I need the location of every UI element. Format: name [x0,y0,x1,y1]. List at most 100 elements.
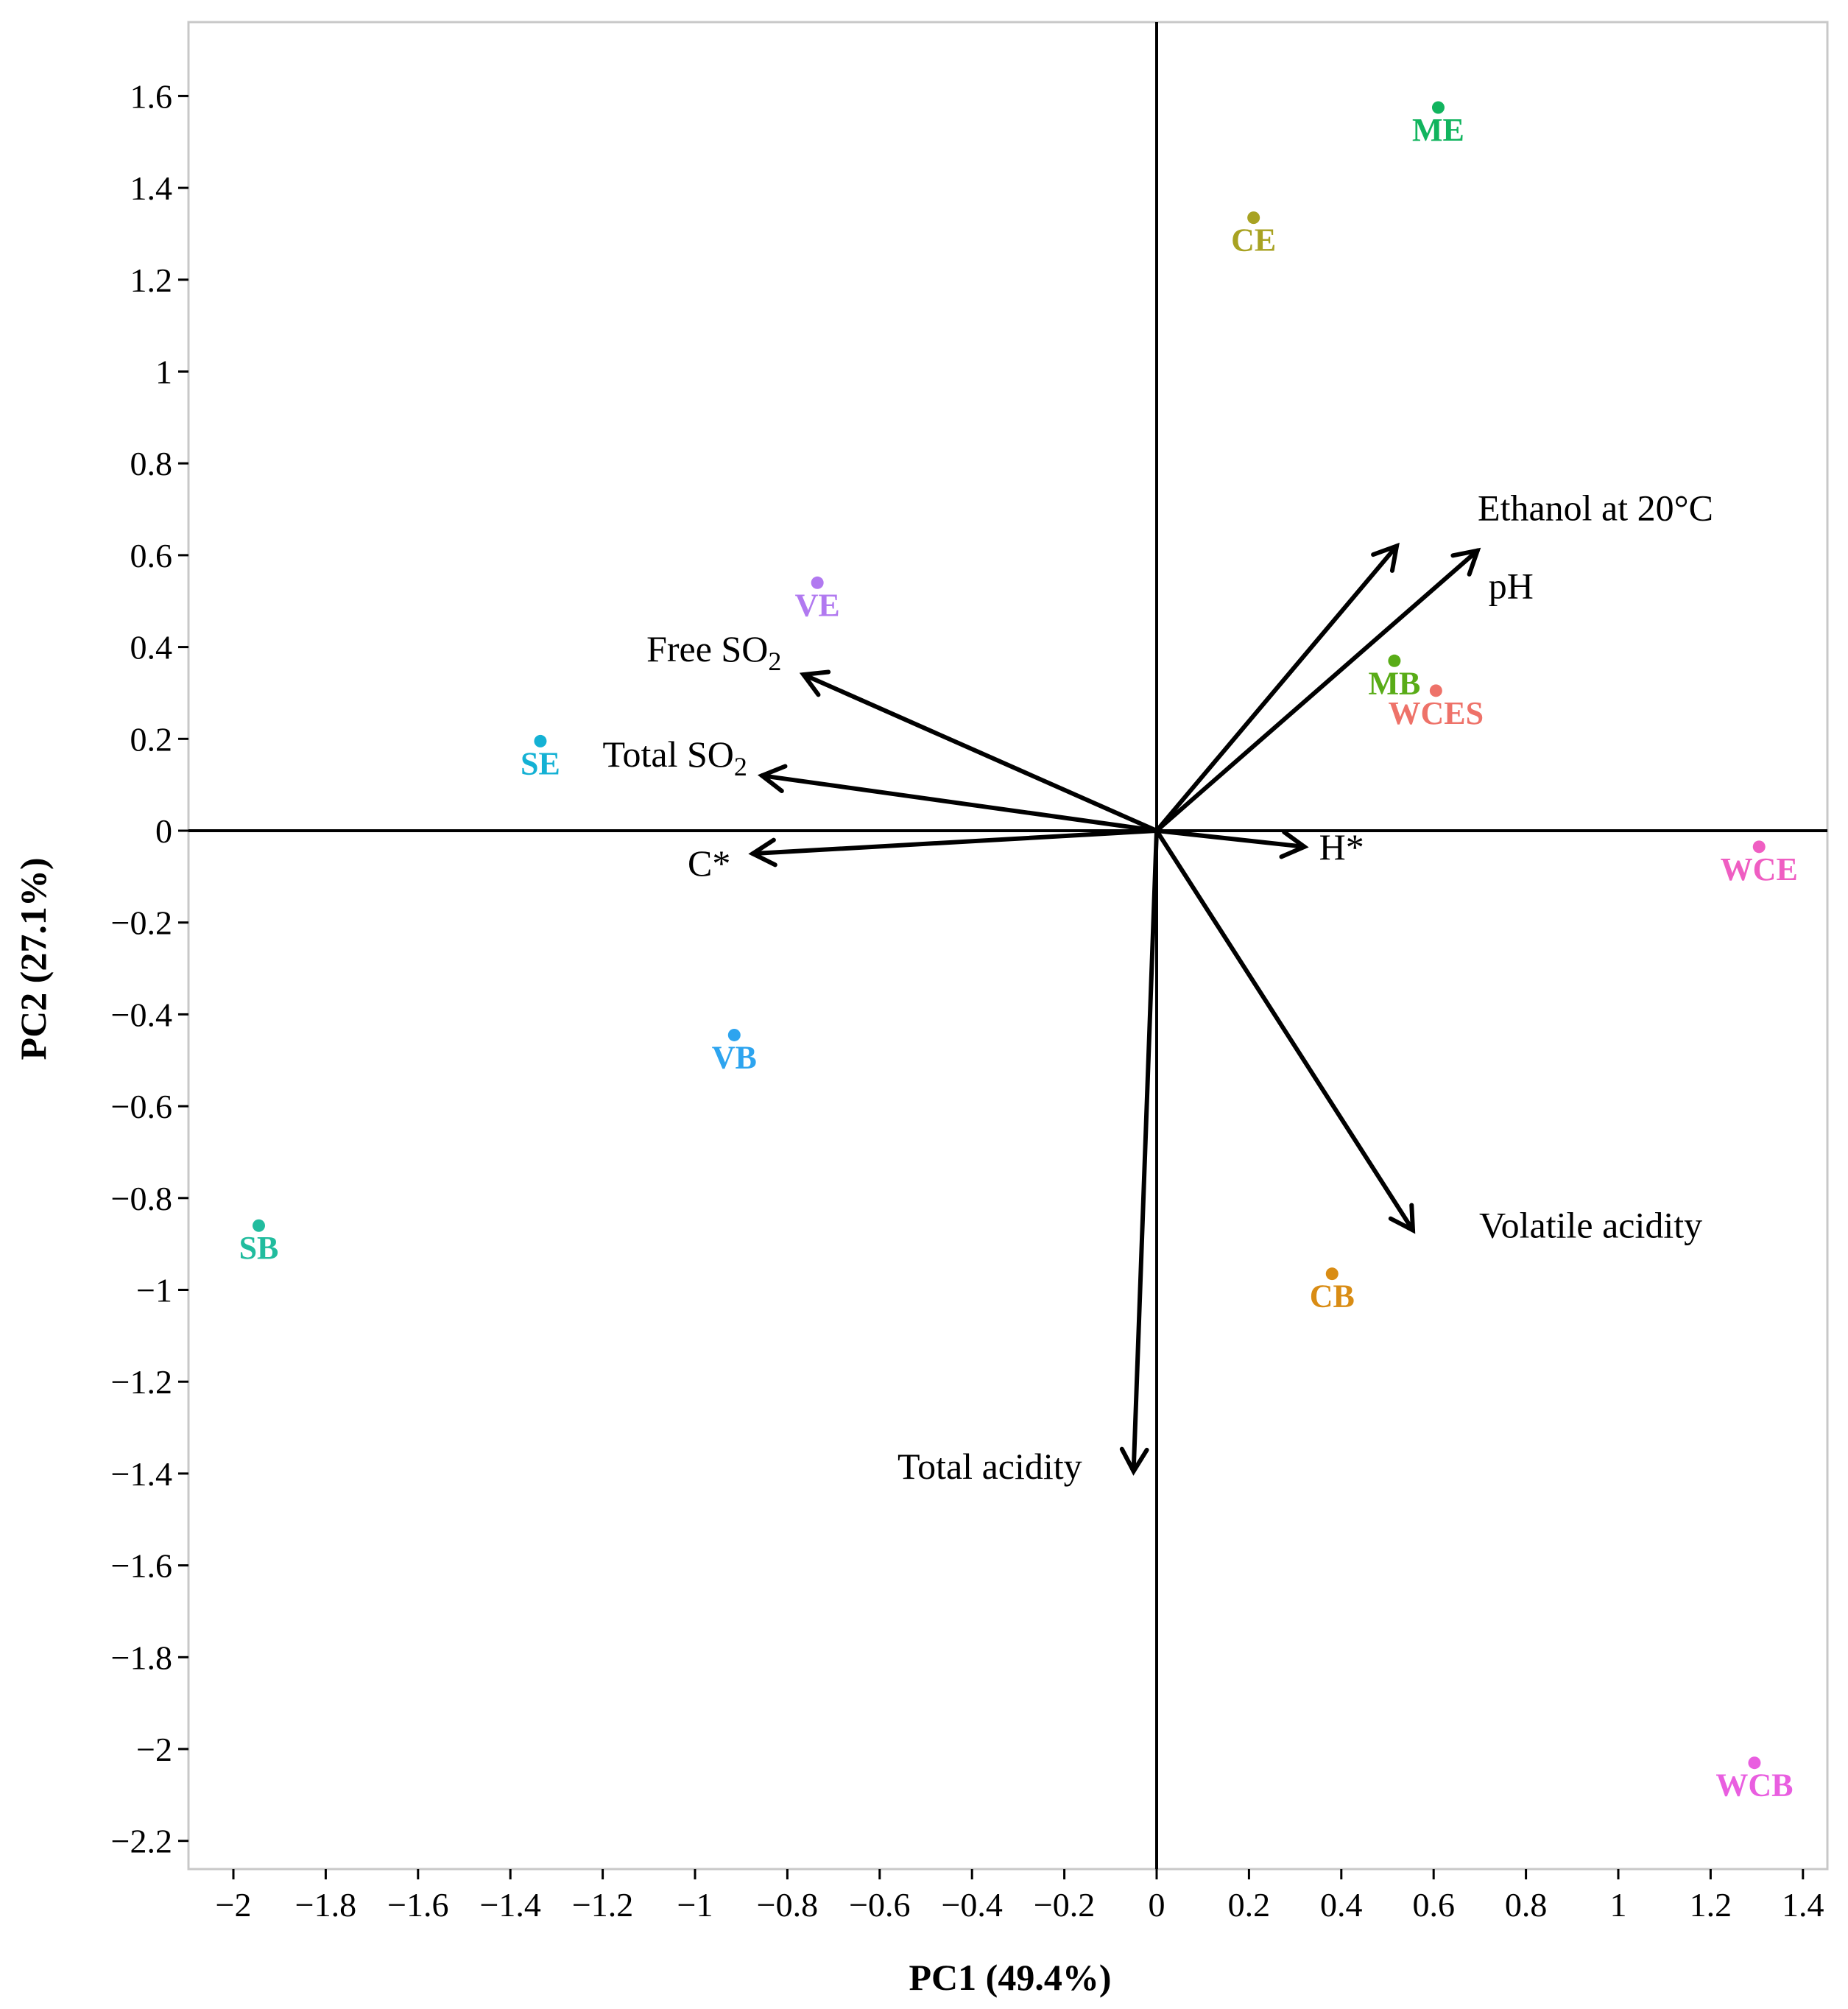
loading-vector: H* [1154,826,1364,868]
sample-point-label: MB [1368,665,1420,701]
loading-arrow-shaft [759,773,1159,833]
y-tick-label: 0.2 [130,720,173,758]
sample-point-marker [811,576,824,589]
x-tick-label: 1.2 [1690,1886,1732,1924]
sample-point: VE [795,576,840,623]
loading-arrow-shaft [750,828,1159,856]
loading-label: C* [688,842,730,884]
y-tick-label: 1.4 [130,169,173,207]
loading-label: H* [1319,826,1364,868]
loading-vector: Total acidity [897,828,1159,1487]
x-tick-label: −0.6 [849,1886,910,1924]
x-tick-label: 0.6 [1412,1886,1455,1924]
loading-vector: pH [1154,547,1534,833]
plot-frame [187,21,1829,1871]
sample-point-marker [1752,840,1766,854]
loading-arrow-head [1279,829,1309,859]
y-tick-label: 0.8 [130,445,173,482]
y-tick-label: 0 [155,812,172,850]
y-tick-label: 0.6 [130,537,173,574]
y-tick-label: 1.2 [130,261,173,299]
loading-vector: Ethanol at 20°C [1154,487,1713,833]
sample-point-label: WCES [1389,695,1484,731]
loading-arrow-head [1119,1446,1149,1476]
loading-arrow-head [748,837,777,868]
loading-label: Total acidity [897,1446,1082,1487]
y-tick-label: 0.4 [130,629,173,666]
x-tick-label: −1 [677,1886,713,1924]
loading-vector: Total SO2 [602,733,1159,833]
x-tick-label: −1.4 [479,1886,540,1924]
loading-arrow-shaft [1154,543,1400,833]
sample-point-label: ME [1412,112,1464,148]
y-tick-label: −0.4 [111,996,172,1033]
sample-point-label: SE [521,745,560,781]
loading-arrow-head [1388,1203,1416,1234]
x-tick-label: −2 [216,1886,252,1924]
sample-point-marker [1388,654,1401,667]
x-tick-label: 1 [1610,1886,1627,1924]
loading-arrow-head [1450,547,1481,577]
y-tick-label: −2.2 [111,1823,172,1860]
sample-point-label: SB [239,1230,279,1266]
loading-vector: Free SO2 [646,628,1159,833]
x-tick-label: 0 [1149,1886,1165,1924]
x-tick-label: −0.2 [1034,1886,1095,1924]
sample-point-label: WCB [1715,1767,1793,1804]
sample-point: WCES [1389,684,1484,731]
sample-point-marker [1325,1267,1339,1281]
y-axis-title: PC2 (27.1%) [13,858,54,1060]
sample-point-marker [1247,211,1260,225]
loading-label: Volatile acidity [1479,1204,1702,1245]
x-tick-label: 0.2 [1228,1886,1271,1924]
sample-point: SB [239,1219,279,1266]
sample-point: ME [1412,101,1464,148]
y-tick-label: −1 [136,1272,172,1309]
loading-arrow-shaft [1154,828,1307,849]
sample-point-label: VB [712,1039,757,1075]
x-tick-label: −0.8 [757,1886,818,1924]
sample-point: CB [1310,1267,1355,1315]
y-tick-label: 1.6 [130,77,173,115]
sample-point: VB [712,1028,757,1075]
loading-label: Free SO2 [646,628,781,676]
loading-arrow-shaft [1154,828,1415,1233]
sample-point-marker [1429,684,1442,697]
sample-point-marker [252,1219,265,1232]
sample-point: WCE [1721,840,1798,887]
sample-point-marker [1748,1756,1761,1770]
loading-arrow-shaft [1154,548,1480,833]
x-tick-label: 0.8 [1505,1886,1548,1924]
loading-label-subscript: 2 [768,647,781,676]
x-tick-label: −1.6 [387,1886,448,1924]
x-tick-label: 1.4 [1782,1886,1824,1924]
sample-point: MB [1368,654,1420,701]
y-tick-label: −1.6 [111,1547,172,1585]
sample-point-label: VE [795,587,840,623]
y-tick-label: −1.4 [111,1455,172,1493]
y-tick-label: −2 [136,1731,172,1768]
sample-point: SE [521,734,560,781]
x-tick-label: −1.2 [572,1886,633,1924]
x-tick-label: 0.4 [1320,1886,1363,1924]
x-axis-title: PC1 (49.4%) [909,1957,1112,1998]
y-tick-label: −1.8 [111,1639,172,1676]
loading-arrow-head [757,764,788,793]
y-tick-label: −1.2 [111,1363,172,1401]
loading-label: pH [1489,566,1534,607]
loading-vector: Volatile acidity [1154,828,1702,1245]
loading-label-subscript: 2 [734,752,747,781]
loading-arrow-head [799,669,831,697]
y-tick-label: −0.6 [111,1088,172,1125]
loading-arrow-head [1371,542,1400,573]
loading-arrow-shaft [1131,828,1159,1474]
sample-point-label: CE [1231,222,1276,258]
x-tick-label: −1.8 [295,1886,356,1924]
sample-point-label: CB [1310,1278,1355,1315]
sample-point: WCB [1715,1756,1794,1804]
loading-label: Total SO2 [602,733,747,781]
y-tick-label: 1 [155,353,172,391]
sample-point-marker [727,1028,741,1041]
x-tick-label: −0.4 [941,1886,1002,1924]
